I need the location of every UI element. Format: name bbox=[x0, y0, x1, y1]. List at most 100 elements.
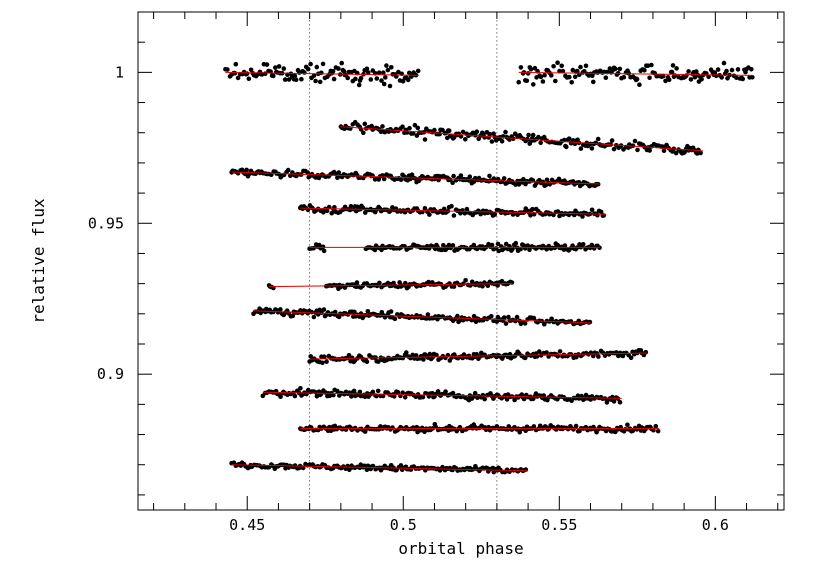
data-point bbox=[311, 314, 317, 320]
data-point bbox=[536, 134, 541, 140]
data-point bbox=[422, 206, 428, 211]
data-point bbox=[567, 74, 572, 80]
data-point bbox=[489, 242, 495, 248]
data-point bbox=[580, 214, 585, 219]
data-point bbox=[225, 67, 230, 72]
x-tick-label: 0.5 bbox=[390, 516, 417, 534]
data-point bbox=[617, 66, 623, 72]
data-point bbox=[451, 173, 456, 179]
data-point bbox=[341, 69, 347, 74]
data-point bbox=[724, 68, 729, 74]
data-point bbox=[551, 64, 556, 69]
data-point bbox=[330, 69, 336, 74]
tick-labels: 0.45 0.5 0.55 0.6 0.9 0.95 1 bbox=[88, 63, 729, 534]
data-point bbox=[415, 68, 421, 74]
data-point bbox=[365, 309, 371, 314]
data-point bbox=[434, 352, 439, 358]
data-point bbox=[542, 321, 547, 327]
data-point bbox=[583, 63, 589, 69]
data-point bbox=[336, 66, 341, 71]
data-point bbox=[397, 280, 402, 285]
data-point bbox=[613, 66, 618, 72]
data-point bbox=[391, 280, 396, 286]
data-point bbox=[666, 77, 672, 83]
data-point bbox=[555, 60, 560, 65]
data-point bbox=[380, 124, 385, 129]
fit-lines bbox=[225, 71, 753, 472]
data-point bbox=[734, 75, 739, 80]
data-point bbox=[232, 70, 238, 76]
data-point bbox=[292, 393, 298, 399]
reference-lines bbox=[309, 12, 498, 510]
data-point bbox=[278, 394, 283, 400]
data-point bbox=[531, 315, 537, 321]
data-point bbox=[531, 82, 536, 87]
data-point bbox=[437, 131, 442, 137]
data-point bbox=[320, 61, 326, 67]
data-point bbox=[647, 148, 652, 153]
data-point bbox=[281, 66, 287, 71]
data-point bbox=[362, 394, 368, 400]
data-point bbox=[655, 428, 661, 434]
data-point bbox=[537, 349, 542, 354]
data-point bbox=[688, 77, 694, 82]
data-point bbox=[308, 354, 314, 359]
data-point bbox=[501, 315, 507, 320]
data-point bbox=[526, 132, 531, 138]
data-point bbox=[305, 170, 311, 175]
data-point bbox=[320, 360, 325, 366]
data-point bbox=[246, 76, 252, 82]
data-point bbox=[467, 174, 473, 179]
data-point bbox=[531, 424, 537, 429]
data-point bbox=[425, 312, 431, 317]
data-points bbox=[223, 60, 755, 475]
fit-line bbox=[518, 71, 753, 76]
data-point bbox=[381, 81, 387, 87]
data-point bbox=[299, 76, 304, 82]
data-point bbox=[719, 75, 724, 80]
data-point bbox=[611, 399, 617, 404]
data-point bbox=[248, 67, 254, 73]
data-point bbox=[321, 307, 327, 312]
data-point bbox=[487, 131, 493, 137]
data-point bbox=[346, 353, 352, 358]
data-point bbox=[292, 73, 298, 79]
data-point bbox=[750, 75, 755, 80]
data-point bbox=[670, 63, 676, 68]
data-point bbox=[347, 467, 352, 473]
data-point bbox=[560, 68, 566, 74]
data-point bbox=[653, 424, 659, 429]
data-point bbox=[351, 388, 357, 394]
data-point bbox=[487, 173, 492, 179]
data-point bbox=[557, 68, 562, 74]
data-point bbox=[513, 240, 519, 246]
data-point bbox=[332, 309, 338, 315]
data-point bbox=[322, 354, 327, 360]
data-point bbox=[358, 75, 364, 81]
data-point bbox=[635, 147, 640, 153]
data-point bbox=[518, 65, 524, 70]
data-point bbox=[729, 67, 735, 73]
data-point bbox=[375, 388, 381, 394]
data-point bbox=[422, 137, 428, 142]
data-point bbox=[381, 176, 387, 182]
data-point bbox=[353, 76, 358, 82]
data-point bbox=[446, 128, 452, 133]
data-point bbox=[523, 355, 528, 361]
data-point bbox=[364, 66, 370, 72]
data-point bbox=[632, 138, 638, 144]
data-point bbox=[440, 127, 445, 133]
data-point bbox=[715, 67, 721, 72]
data-point bbox=[575, 68, 580, 74]
data-point bbox=[450, 180, 455, 185]
data-point bbox=[352, 309, 357, 315]
data-point bbox=[311, 73, 317, 78]
plot-frame bbox=[137, 11, 785, 511]
fit-line bbox=[253, 310, 591, 324]
data-point bbox=[617, 400, 623, 405]
data-point bbox=[530, 206, 535, 212]
data-point bbox=[673, 150, 679, 156]
data-point bbox=[273, 65, 278, 70]
data-point bbox=[557, 349, 563, 354]
data-point bbox=[694, 69, 699, 74]
